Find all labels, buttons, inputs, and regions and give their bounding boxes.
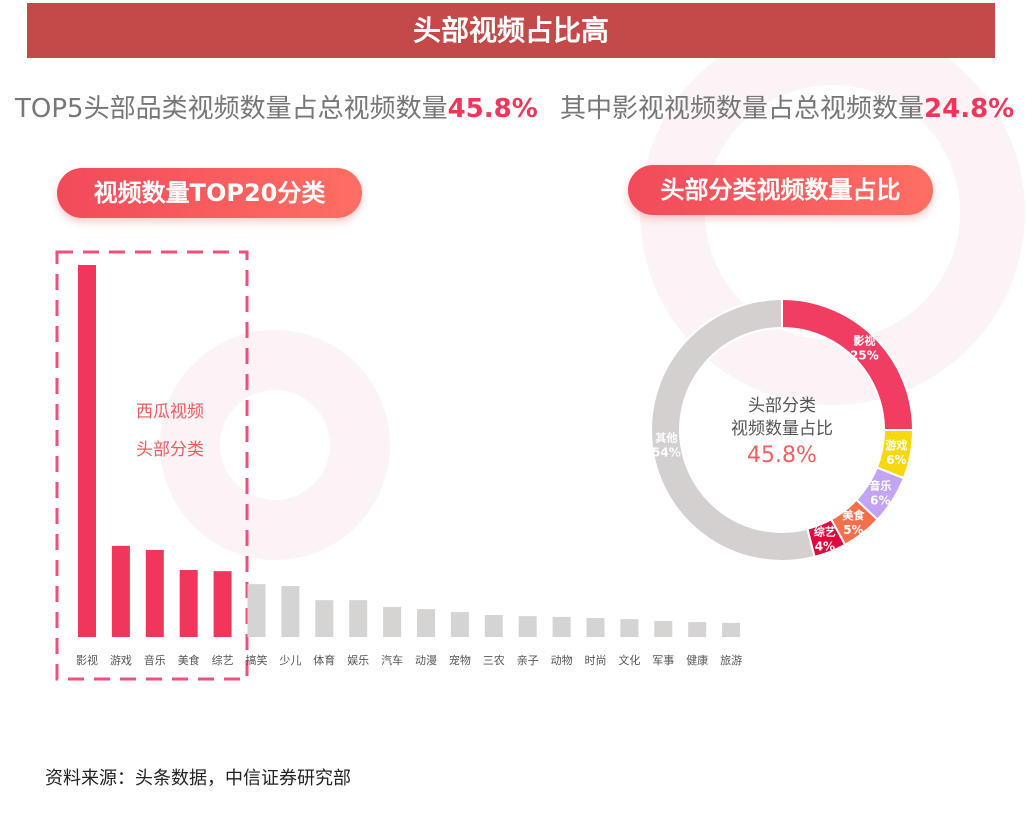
bar-17 xyxy=(654,621,673,637)
bar-label: 时尚 xyxy=(585,653,607,667)
slice-value: 6% xyxy=(870,493,890,507)
bar-19 xyxy=(722,622,741,637)
slice-label: 游戏 xyxy=(885,438,907,452)
bar-16 xyxy=(620,619,639,637)
bar-label: 体育 xyxy=(313,653,335,667)
bar-11 xyxy=(450,612,469,637)
subtitle-left: TOP5头部品类视频数量占总视频数量45.8% xyxy=(15,94,538,124)
bar-chart-title: 视频数量TOP20分类 xyxy=(57,168,362,218)
slice-label: 其他 xyxy=(655,431,677,445)
donut-slice-5 xyxy=(650,297,816,562)
bar-3 xyxy=(179,570,198,637)
donut-center-label-2: 视频数量占比 xyxy=(731,419,833,439)
annotation-line-2: 头部分类 xyxy=(136,440,204,460)
slice-label: 综艺 xyxy=(814,524,836,538)
bar-label: 三农 xyxy=(483,653,505,667)
bar-1 xyxy=(111,545,130,637)
bar-5 xyxy=(247,584,266,637)
slice-value: 25% xyxy=(850,349,879,363)
donut-chart-title: 头部分类视频数量占比 xyxy=(628,165,933,215)
bar-7 xyxy=(315,600,334,637)
slice-label: 美食 xyxy=(842,508,865,522)
annotation-line-1: 西瓜视频 xyxy=(136,402,204,422)
bar-18 xyxy=(688,622,707,637)
bar-15 xyxy=(586,618,605,637)
bar-12 xyxy=(484,615,503,637)
bar-label: 军事 xyxy=(652,654,674,667)
bar-9 xyxy=(383,606,402,637)
bar-label: 文化 xyxy=(618,653,640,667)
bar-label: 美食 xyxy=(178,653,200,667)
bar-6 xyxy=(281,586,300,637)
slice-value: 5% xyxy=(843,523,863,537)
bar-label: 娱乐 xyxy=(347,653,369,667)
bar-label: 综艺 xyxy=(212,653,234,667)
subtitle-right: 其中影视视频数量占总视频数量24.8% xyxy=(560,94,1015,124)
bar-label: 汽车 xyxy=(381,653,403,667)
bar-label: 影视 xyxy=(76,653,98,667)
source-note: 资料来源：头条数据，中信证券研究部 xyxy=(45,768,351,789)
bar-8 xyxy=(349,600,368,637)
highlight-box xyxy=(55,250,249,681)
bar-label: 旅游 xyxy=(720,653,742,667)
bar-label: 亲子 xyxy=(517,653,539,667)
bar-10 xyxy=(417,609,435,637)
donut-center-value: 45.8% xyxy=(747,443,817,468)
bar-13 xyxy=(518,616,537,637)
bar-label: 游戏 xyxy=(110,654,132,667)
bar-14 xyxy=(552,616,571,637)
slice-label: 影视 xyxy=(853,334,875,348)
bar-label: 音乐 xyxy=(144,653,166,667)
bar-label: 少儿 xyxy=(279,654,301,667)
slice-value: 6% xyxy=(886,453,906,467)
donut-center-label-1: 头部分类 xyxy=(748,396,816,416)
bar-0 xyxy=(78,265,96,637)
slice-label: 音乐 xyxy=(869,478,891,492)
slice-value: 4% xyxy=(815,539,835,553)
bar-label: 动物 xyxy=(551,653,573,667)
bar-label: 搞笑 xyxy=(246,653,268,667)
bar-label: 动漫 xyxy=(415,653,437,667)
bar-label: 宠物 xyxy=(449,653,471,667)
bar-4 xyxy=(213,571,232,637)
bar-label: 健康 xyxy=(686,653,708,667)
page-title: 头部视频占比高 xyxy=(27,3,995,58)
slice-value: 54% xyxy=(652,446,681,460)
bar-2 xyxy=(145,549,164,637)
